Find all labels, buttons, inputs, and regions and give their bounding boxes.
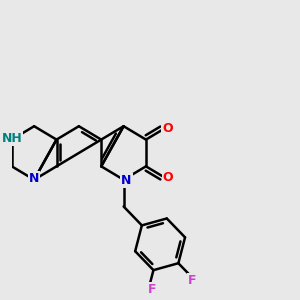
Text: F: F [188, 274, 196, 287]
Text: NH: NH [2, 132, 22, 145]
Text: O: O [163, 170, 173, 184]
Text: O: O [162, 122, 172, 135]
Text: N: N [28, 172, 39, 185]
Text: F: F [148, 283, 156, 296]
Text: N: N [121, 174, 132, 187]
